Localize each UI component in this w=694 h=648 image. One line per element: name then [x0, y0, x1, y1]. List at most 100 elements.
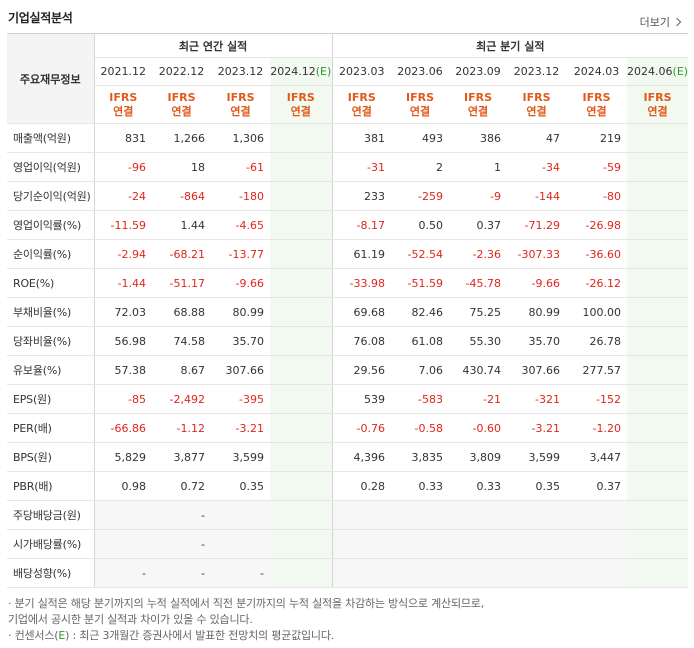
ifrs-badge: IFRS 연결 [211, 85, 270, 124]
table-cell: -59 [566, 152, 628, 182]
row-label: EPS(원) [7, 384, 95, 414]
ifrs-label: IFRS [643, 90, 672, 104]
table-row: 배당성향(%) - - - [7, 558, 689, 588]
table-cell: -45.78 [449, 268, 508, 298]
table-cell: -2.94 [94, 239, 152, 269]
table-cell: -395 [211, 384, 270, 414]
table-cell: -2,492 [152, 384, 211, 414]
estimate-mark: E [58, 629, 66, 642]
table-cell: 430.74 [449, 355, 508, 385]
row-label: 순이익률(%) [7, 239, 95, 269]
table-cell: -180 [211, 181, 270, 211]
table-cell [566, 558, 628, 588]
table-cell [211, 500, 270, 530]
table-cell [627, 239, 689, 269]
row-label: BPS(원) [7, 442, 95, 472]
table-cell [270, 413, 333, 443]
table-cell: 0.37 [566, 471, 628, 501]
row-label: 부채비율(%) [7, 297, 95, 327]
table-row: 부채비율(%) 72.03 68.88 80.99 69.68 82.46 75.25 80.… [7, 297, 689, 327]
table-cell: -1.20 [566, 413, 628, 443]
footnotes: · 분기 실적은 해당 분기까지의 누적 실적에서 직전 분기까지의 누적 실적… [8, 596, 688, 644]
table-cell: - [152, 558, 211, 588]
table-cell: 493 [391, 123, 450, 153]
table-row: EPS(원) -85 -2,492 -395 539 -583 -21 -321 -152 [7, 384, 689, 414]
table-cell: 2 [391, 152, 450, 182]
table-cell: - [152, 529, 211, 559]
table-cell: 8.67 [152, 355, 211, 385]
period-label: 2022.12 [158, 65, 205, 78]
table-cell: 57.38 [94, 355, 152, 385]
table-cell: 0.72 [152, 471, 211, 501]
table-cell: -864 [152, 181, 211, 211]
table-cell [507, 500, 567, 530]
more-link[interactable]: 더보기 [640, 14, 682, 30]
row-label: 당기순이익(억원) [7, 181, 95, 211]
table-row: 영업이익(억원) -96 18 -61 -31 2 1 -34 -59 [7, 152, 689, 182]
table-cell: -85 [94, 384, 152, 414]
table-cell: 539 [331, 384, 392, 414]
row-label: 영업이익률(%) [7, 210, 95, 240]
table-cell [270, 529, 333, 559]
period-label: 2023.03 [339, 65, 385, 78]
table-cell [449, 529, 508, 559]
ifrs-badge: IFRS 연결 [270, 85, 333, 124]
table-cell: -321 [507, 384, 567, 414]
table-cell [627, 326, 689, 356]
period-header: 2024.06(E) [627, 57, 689, 86]
ifrs-label: IFRS [286, 90, 315, 104]
table-cell: 3,809 [449, 442, 508, 472]
table-cell [627, 500, 689, 530]
row-label: 주당배당금(원) [7, 500, 95, 530]
table-row: ROE(%) -1.44 -51.17 -9.66 -33.98 -51.59 -45.78… [7, 268, 689, 298]
period-label: 2024.06 [627, 65, 673, 78]
table-cell: 69.68 [331, 297, 392, 327]
table-cell: -0.76 [331, 413, 392, 443]
ifrs-label: IFRS [347, 90, 376, 104]
table-cell: 29.56 [331, 355, 392, 385]
table-cell: 61.19 [331, 239, 392, 269]
chevron-right-icon [672, 17, 682, 27]
table-cell: -52.54 [391, 239, 450, 269]
ifrs-label: IFRS [226, 90, 255, 104]
table-cell: 1,306 [211, 123, 270, 153]
period-label: 2023.12 [217, 65, 264, 78]
table-cell: 47 [507, 123, 567, 153]
table-cell [270, 181, 333, 211]
table-cell [270, 123, 333, 153]
table-cell [391, 558, 450, 588]
table-cell: -144 [507, 181, 567, 211]
table-cell: 381 [331, 123, 392, 153]
consolidated-label: 연결 [647, 104, 668, 118]
table-cell: -9.66 [211, 268, 270, 298]
table-cell: 75.25 [449, 297, 508, 327]
table-cell [507, 529, 567, 559]
table-cell [331, 500, 392, 530]
table-row: 당좌비율(%) 56.98 74.58 35.70 76.08 61.08 55.30 35.… [7, 326, 689, 356]
table-cell: 386 [449, 123, 508, 153]
table-cell: 0.35 [211, 471, 270, 501]
footnote-3a: · 컨센서스( [8, 629, 59, 642]
period-label: 2024.03 [573, 65, 620, 78]
table-cell [391, 500, 450, 530]
table-cell: -8.17 [331, 210, 392, 240]
table-cell [627, 471, 689, 501]
table-row: 주당배당금(원) - [7, 500, 689, 530]
table-cell [627, 442, 689, 472]
table-cell: 1,266 [152, 123, 211, 153]
row-label: PER(배) [7, 413, 95, 443]
table-cell [627, 297, 689, 327]
table-cell [391, 529, 450, 559]
period-label: 2024.12 [270, 65, 316, 78]
table-cell: -51.59 [391, 268, 450, 298]
period-header: 2023.09 [449, 57, 508, 86]
period-header: 2023.06 [391, 57, 450, 86]
table-cell [270, 471, 333, 501]
ifrs-label: IFRS [167, 90, 196, 104]
estimate-mark: (E) [672, 65, 689, 78]
table-cell: 233 [331, 181, 392, 211]
consolidated-label: 연결 [171, 104, 192, 118]
table-cell: -1.12 [152, 413, 211, 443]
table-cell: 55.30 [449, 326, 508, 356]
table-row: 당기순이익(억원) -24 -864 -180 233 -259 -9 -144 -80 [7, 181, 689, 211]
